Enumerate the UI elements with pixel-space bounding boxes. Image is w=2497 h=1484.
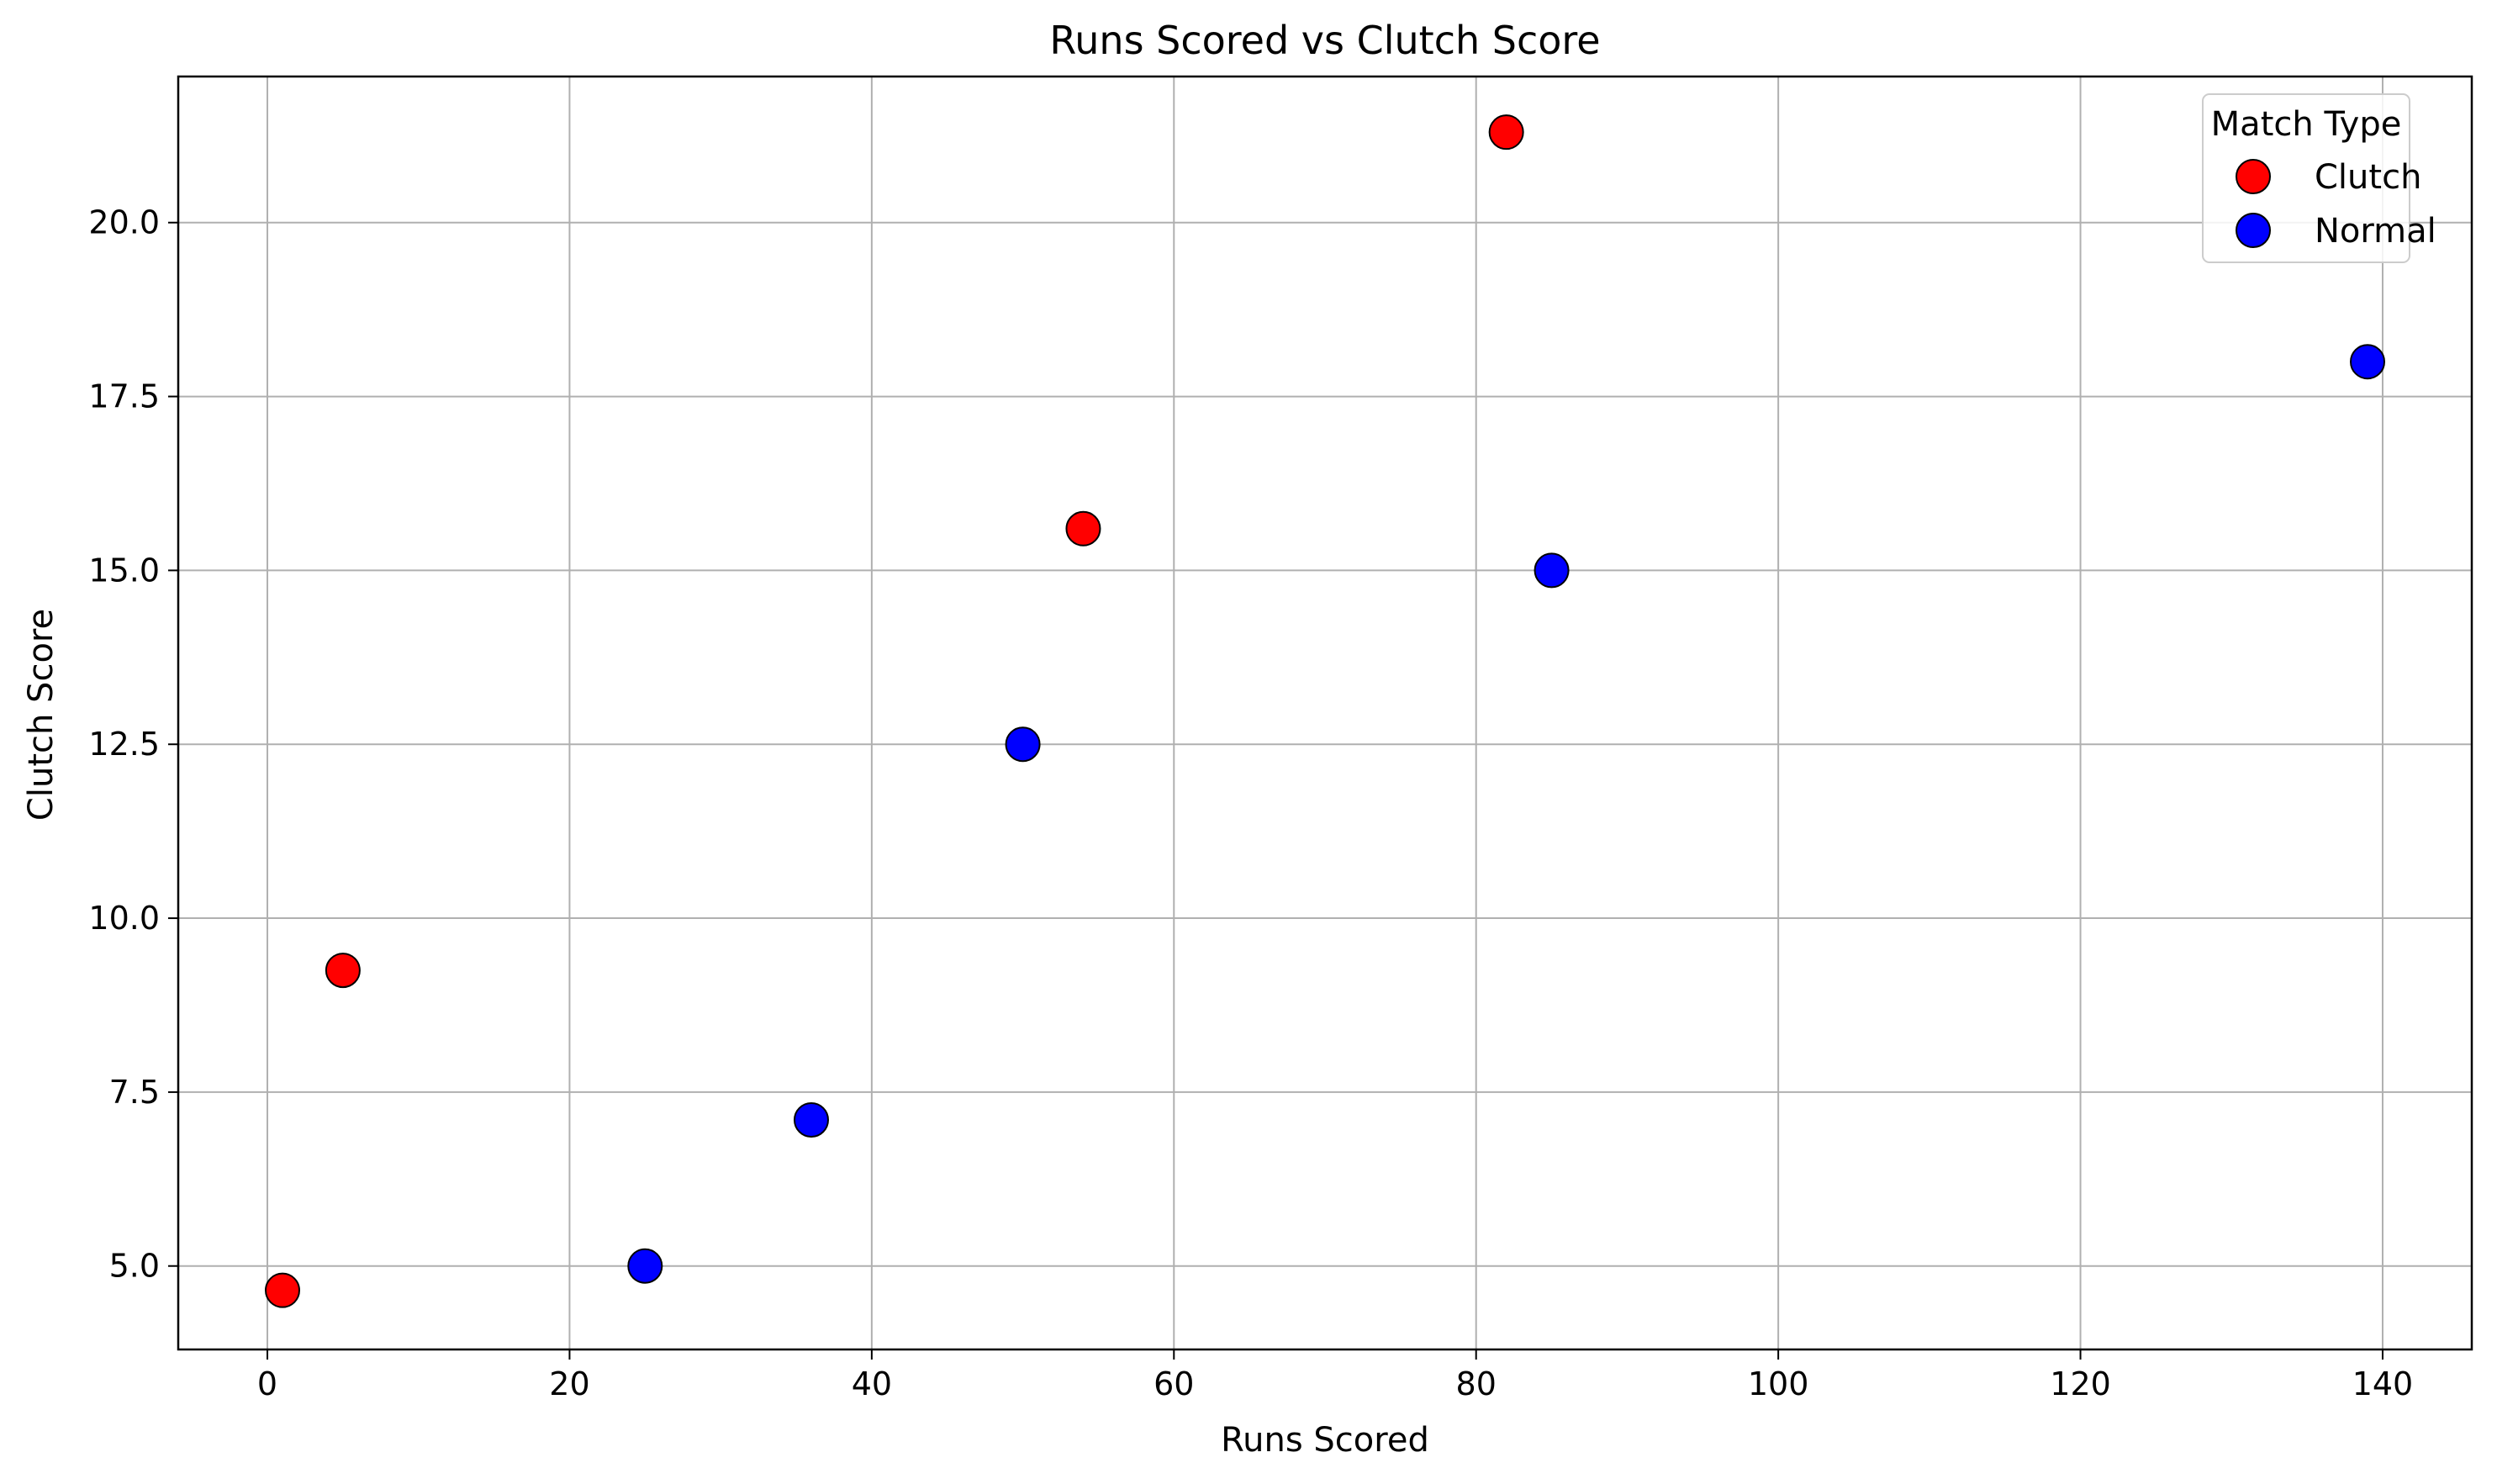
- point-normal-0: [627, 1248, 663, 1284]
- chart-title: Runs Scored vs Clutch Score: [1049, 18, 1600, 63]
- legend-label-clutch: Clutch: [2315, 158, 2421, 197]
- y-tick-label: 5.0: [109, 1248, 160, 1285]
- legend-marker-clutch: [2236, 159, 2271, 194]
- legend-title: Match Type: [2211, 105, 2402, 144]
- x-tick-label: 100: [1748, 1365, 1809, 1402]
- x-tick-label: 60: [1153, 1365, 1194, 1402]
- x-tick-label: 40: [852, 1365, 892, 1402]
- point-normal-4: [2350, 344, 2385, 380]
- plot-area-frame: [177, 75, 2473, 1351]
- x-tick-label: 0: [257, 1365, 277, 1402]
- y-tick-label: 15.0: [88, 552, 160, 589]
- y-tick-label: 20.0: [88, 204, 160, 241]
- legend: Match Type Clutch Normal: [2202, 93, 2436, 263]
- point-clutch-1: [325, 953, 361, 989]
- point-normal-2: [1005, 726, 1041, 763]
- x-tick-label: 120: [2050, 1365, 2111, 1402]
- x-tick-label: 140: [2352, 1365, 2414, 1402]
- point-clutch-2: [1065, 510, 1101, 547]
- y-axis-ticks: 5.0 7.5 10.0 12.5 15.0 17.5 20.0: [88, 204, 178, 1285]
- y-axis-label: Clutch Score: [22, 609, 61, 821]
- y-tick-label: 17.5: [88, 378, 160, 415]
- point-clutch-3: [1488, 114, 1524, 151]
- point-normal-1: [793, 1101, 829, 1138]
- data-points: [265, 114, 2385, 1308]
- point-normal-3: [1534, 552, 1570, 589]
- legend-marker-normal: [2236, 213, 2271, 248]
- x-axis-label: Runs Scored: [1221, 1421, 1429, 1460]
- x-tick-label: 80: [1456, 1365, 1497, 1402]
- point-clutch-0: [265, 1272, 300, 1308]
- y-tick-label: 12.5: [88, 726, 160, 763]
- y-tick-label: 7.5: [109, 1074, 160, 1111]
- gridlines: [178, 77, 2472, 1349]
- x-tick-label: 20: [549, 1365, 589, 1402]
- x-axis-ticks: 0 20 40 60 80 100 120 140: [257, 1349, 2413, 1402]
- y-tick-label: 10.0: [88, 900, 160, 937]
- legend-label-normal: Normal: [2315, 212, 2436, 251]
